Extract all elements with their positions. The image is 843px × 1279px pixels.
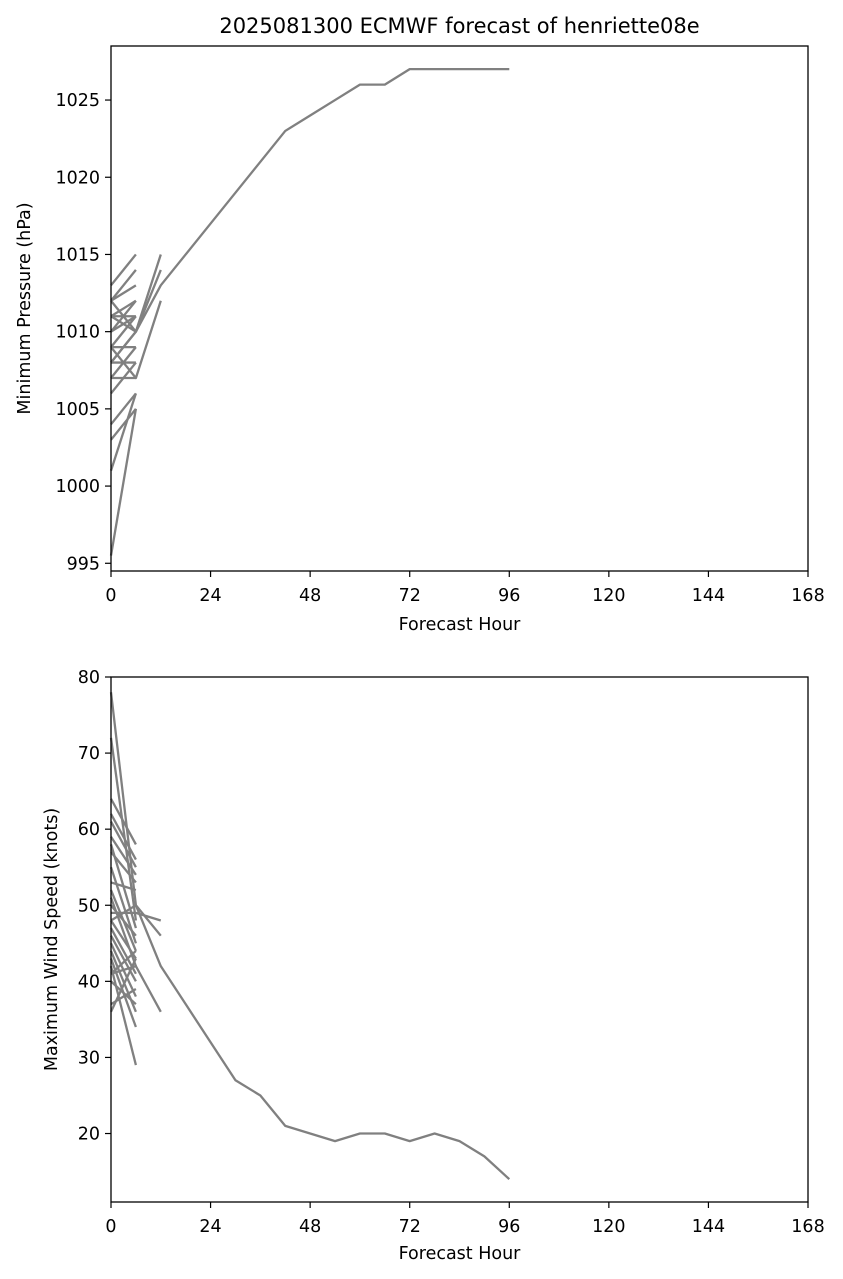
y-tick-label: 1025 [55,91,100,111]
x-tick-label: 144 [692,1217,725,1237]
wind-chart: 0 24 48 72 96 120 144 168 20 30 40 50 60 70 80 Foreca… [42,668,825,1264]
pressure-series-layer [109,68,510,556]
x-tick-label: 96 [498,1217,520,1237]
x-tick-label: 120 [592,586,625,606]
y-tick-label: 995 [67,554,100,574]
x-tick-label: 168 [791,1217,824,1237]
series-line-8 [110,836,137,876]
pressure-chart: 2025081300 ECMWF forecast of henriette08… [15,14,825,635]
series-line-0 [110,904,511,1181]
y-tick-label: 30 [78,1048,100,1068]
series-line-16 [110,919,137,960]
plot-frame [110,676,809,1203]
x-axis-label: Forecast Hour [399,1244,522,1264]
series-line-5 [109,798,137,845]
series-line-4 [109,737,138,921]
series-line-0 [110,68,510,333]
x-tick-label: 144 [692,586,725,606]
series-line-23 [110,950,137,975]
wind-series-layer [109,692,511,1181]
series-line-12 [110,881,137,892]
x-tick-label: 168 [791,586,824,606]
series-line-17 [110,361,137,395]
series-line-19 [109,942,137,998]
series-line-6 [110,284,137,302]
series-line-18 [109,935,137,982]
series-line-7 [109,821,137,868]
y-axis-label: Maximum Wind Speed (knots) [42,808,62,1071]
series-line-18 [110,392,137,426]
y-tick-label: 1015 [55,245,100,265]
series-line-15 [110,346,137,379]
x-tick-label: 96 [498,586,520,606]
x-tick-label: 0 [105,586,116,606]
x-tick-label: 24 [199,1217,221,1237]
x-tick-label: 0 [105,1217,116,1237]
x-tick-label: 24 [199,586,221,606]
series-line-11 [110,315,137,348]
x-tick-label: 72 [399,586,421,606]
series-line-10 [110,851,137,884]
series-line-22 [109,965,138,1066]
y-tick-label: 80 [78,668,100,688]
chart-title: 2025081300 ECMWF forecast of henriette08… [219,14,699,38]
series-line-24 [110,980,137,1006]
y-tick-label: 40 [78,972,100,992]
series-line-4 [110,253,137,287]
series-line-15 [110,904,137,937]
y-tick-label: 50 [78,896,100,916]
x-axis: 0 24 48 72 96 120 144 168 [105,1202,825,1237]
series-line-19 [110,408,137,441]
series-line-21 [109,408,138,556]
series-line-10 [110,315,137,333]
x-axis: 0 24 48 72 96 120 144 168 [105,571,825,606]
x-axis-label: Forecast Hour [399,615,522,635]
y-tick-label: 1005 [55,400,100,420]
y-tick-label: 1020 [55,168,100,188]
plot-frame [110,45,809,572]
y-axis-label: Minimum Pressure (hPa) [15,202,35,414]
y-tick-label: 60 [78,820,100,840]
series-line-6 [109,813,137,861]
y-axis: 995 1000 1005 1010 1015 1020 1025 [55,91,111,574]
series-line-13 [110,330,137,364]
series-line-7 [110,299,137,318]
y-tick-label: 70 [78,744,100,764]
y-tick-label: 20 [78,1125,100,1145]
y-tick-label: 1010 [55,323,100,343]
y-tick-label: 1000 [55,477,100,497]
series-line-26 [109,958,137,1013]
series-line-1 [109,692,162,937]
series-line-9 [110,300,137,333]
series-line-20 [109,393,137,471]
y-axis: 20 30 40 50 60 70 80 [78,668,111,1145]
x-tick-label: 120 [592,1217,625,1237]
x-tick-label: 48 [299,1217,321,1237]
series-line-5 [110,269,137,302]
x-tick-label: 72 [399,1217,421,1237]
x-tick-label: 48 [299,586,321,606]
